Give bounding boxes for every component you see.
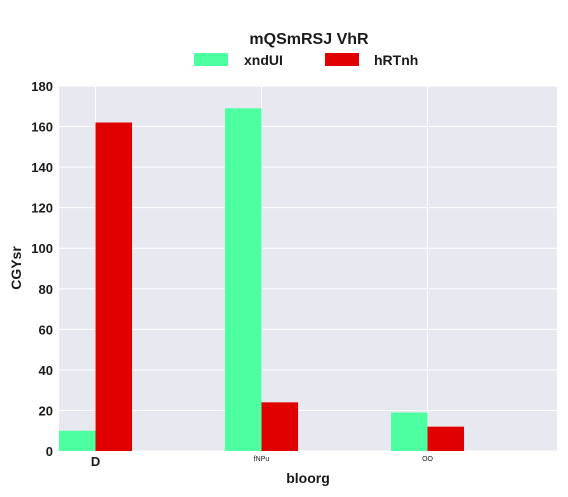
x-tick-label: OO <box>422 456 433 463</box>
y-tick-label: 40 <box>39 363 53 378</box>
y-axis-ticks: 0 20 40 60 80 100 120 140 160 180 <box>31 79 53 459</box>
y-tick-label: 20 <box>39 403 53 418</box>
chart-title: mQSmRSJ VhR <box>249 31 369 48</box>
bar-hRTnh-OO <box>428 427 465 451</box>
legend: xndUI hRTnh <box>194 52 418 68</box>
legend-label-xndUI: xndUI <box>244 52 283 68</box>
bar-hRTnh-D <box>96 123 133 452</box>
y-tick-label: 160 <box>31 120 53 135</box>
bar-hRTnh-fNPu <box>262 402 299 451</box>
y-tick-label: 100 <box>31 241 53 256</box>
legend-label-hRTnh: hRTnh <box>374 52 418 68</box>
y-tick-label: 120 <box>31 201 53 216</box>
bar-xndUI-fNPu <box>225 108 262 451</box>
plot-area <box>59 86 557 451</box>
y-tick-label: 180 <box>31 79 53 94</box>
x-tick-label: fNPu <box>254 456 270 463</box>
y-axis-label: CGYsr <box>8 246 24 290</box>
bar-xndUI-D <box>59 431 96 451</box>
y-tick-label: 140 <box>31 160 53 175</box>
y-tick-label: 0 <box>46 444 53 459</box>
legend-swatch-xndUI <box>194 53 228 66</box>
x-axis-label: bloorg <box>286 470 330 486</box>
y-tick-label: 60 <box>39 322 53 337</box>
y-tick-label: 80 <box>39 282 53 297</box>
bar-xndUI-OO <box>391 412 428 451</box>
x-tick-label: D <box>91 454 100 469</box>
legend-swatch-hRTnh <box>325 53 359 66</box>
